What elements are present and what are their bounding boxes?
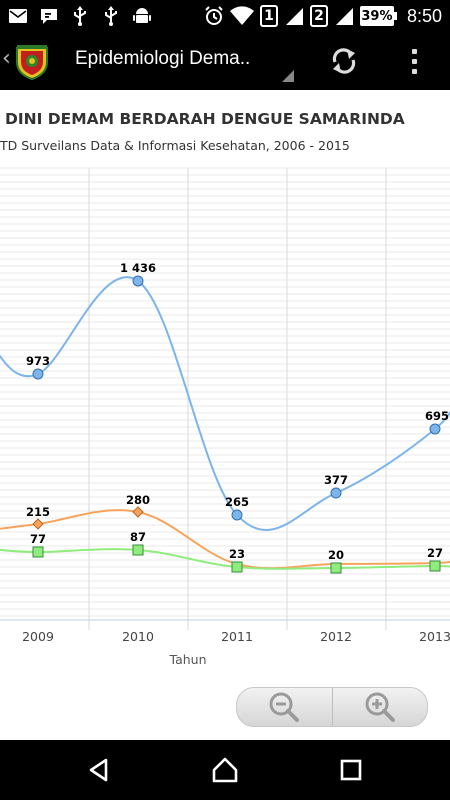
data-point [32,546,44,558]
sim2-badge: 2 [309,5,328,27]
data-point [132,275,144,287]
overflow-menu-button[interactable] [402,44,426,78]
chart-area[interactable]: 973 1 436 265 377 695 215 280 77 87 23 20 27 2009 201… [0,90,450,740]
chart-title: DINI DEMAM BERDARAH DENGUE SAMARINDA [5,110,405,128]
alarm-icon [204,6,224,26]
android-icon [132,6,152,26]
x-tick-label: 2011 [221,629,253,644]
data-point [330,562,342,574]
battery-indicator: 39% [359,6,397,26]
zoom-out-icon [269,692,300,722]
data-label: 215 [26,505,50,519]
back-icon [89,758,108,782]
recents-button[interactable] [336,755,366,785]
data-point [231,561,243,573]
up-chevron-icon[interactable]: ‹ [2,46,11,71]
zoom-in-button[interactable] [333,688,428,726]
data-point [231,509,243,521]
navigation-bar [0,740,450,800]
refresh-icon [332,48,356,74]
line-chart[interactable]: 973 1 436 265 377 695 215 280 77 87 23 20 27 2009 201… [0,90,450,740]
data-label: 27 [427,546,443,560]
zoom-controls [236,687,428,727]
status-bar: 1 2 39% 8:50 [0,0,450,32]
data-label: 87 [130,530,146,544]
data-label: 265 [225,495,249,509]
recents-icon [340,759,362,781]
clock: 8:50 [406,5,442,26]
data-label: 77 [30,532,46,546]
data-label: 377 [324,473,348,487]
sim1-badge: 1 [259,5,278,27]
mail-icon [8,6,28,26]
data-label: 695 [425,409,449,423]
back-button[interactable] [84,755,114,785]
battery-level: 39% [359,6,394,26]
usb-icon [70,6,90,26]
data-point [32,368,44,380]
usb-debug-icon [101,6,121,26]
home-icon [212,757,238,783]
data-label: 1 436 [120,261,156,275]
data-point [32,518,44,530]
data-label: 20 [328,548,344,562]
home-button[interactable] [210,755,240,785]
x-tick-label: 2012 [320,629,352,644]
x-axis-title: Tahun [169,652,207,667]
refresh-button[interactable] [327,44,361,78]
wifi-icon [229,6,254,26]
app-logo[interactable] [13,42,51,81]
data-point [330,487,342,499]
signal1-icon [284,6,304,26]
data-point [132,544,144,556]
data-point [429,560,441,572]
x-tick-label: 2009 [22,629,54,644]
series-line-1 [0,276,450,531]
chart-subtitle: TD Surveilans Data & Informasi Kesehatan… [0,138,350,153]
data-point [429,423,441,435]
data-label: 23 [229,547,245,561]
data-point [132,506,144,518]
x-tick-label: 2010 [122,629,154,644]
app-bar: ‹ Epidemiologi Dema.. [0,32,450,90]
app-title[interactable]: Epidemiologi Dema.. [75,48,251,69]
signal2-icon [334,6,354,26]
zoom-in-icon [365,692,395,722]
data-label: 973 [26,354,50,368]
x-tick-label: 2013 [419,629,450,644]
spinner-indicator-icon[interactable] [282,70,294,82]
zoom-out-button[interactable] [237,688,332,726]
data-label: 280 [126,493,150,507]
message-icon [39,6,59,26]
